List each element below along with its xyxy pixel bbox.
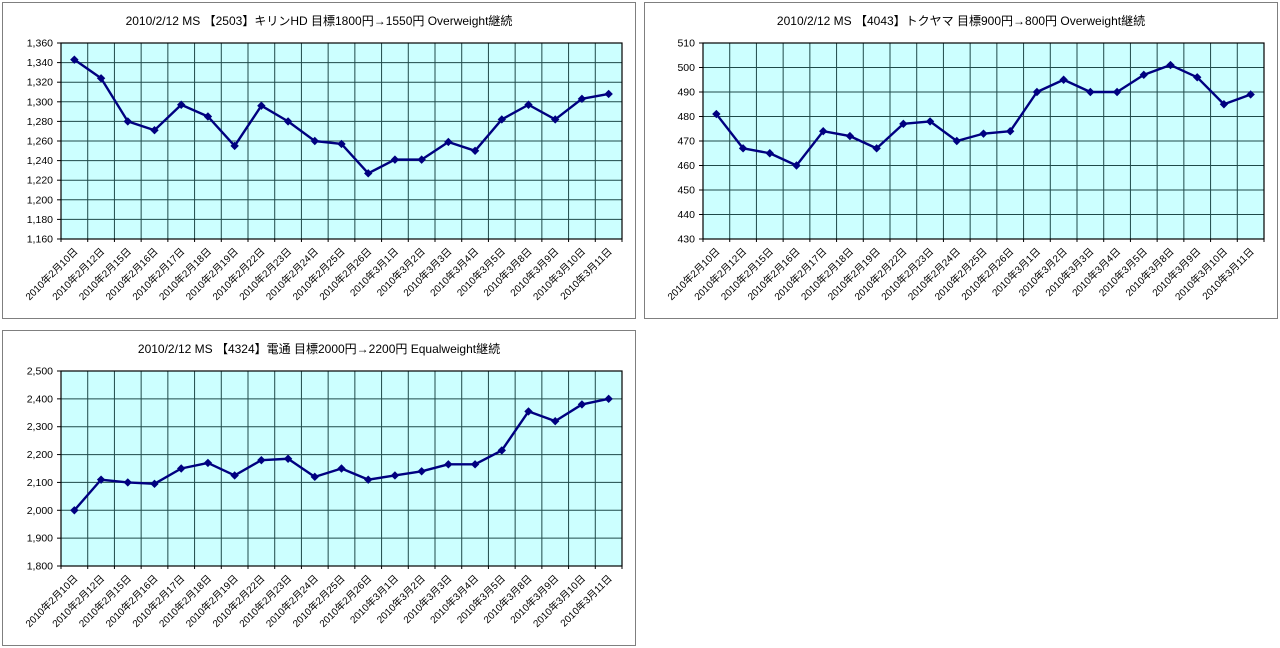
y-axis-label: 470	[677, 136, 695, 148]
y-axis-label: 1,360	[27, 38, 53, 50]
y-axis-label: 1,280	[27, 116, 53, 128]
data-point-marker	[283, 454, 293, 463]
data-point-marker	[1219, 100, 1229, 109]
data-point-marker	[497, 115, 506, 124]
data-point-marker	[230, 471, 239, 480]
chart-title: 2010/2/12 MS 【2503】キリンHD 目標1800円→1550円 O…	[125, 14, 513, 28]
data-point-marker	[1112, 87, 1122, 97]
data-point-marker	[925, 117, 935, 126]
plot-border	[60, 42, 623, 240]
y-axis-label: 480	[677, 111, 695, 123]
data-point-marker	[497, 446, 506, 455]
data-point-marker	[792, 161, 801, 170]
data-point-marker	[177, 464, 186, 473]
data-point-marker	[1032, 87, 1042, 97]
data-point-marker	[979, 129, 988, 138]
chart-panel-tokuyama: 430 440 450 460 470 480 490 500 510 2010年2月10日 201…	[644, 2, 1278, 319]
data-point-marker	[230, 141, 239, 151]
data-point-marker	[417, 155, 426, 164]
plot-border	[702, 42, 1265, 240]
y-axis-label: 1,180	[27, 214, 53, 226]
data-point-marker	[337, 464, 346, 473]
y-axis-label: 490	[677, 87, 695, 99]
data-point-marker	[1193, 73, 1202, 82]
data-point-marker	[577, 94, 587, 104]
data-point-marker	[310, 136, 319, 146]
data-point-marker	[417, 467, 426, 476]
data-point-marker	[364, 169, 373, 178]
y-axis-label: 1,160	[27, 234, 53, 246]
y-axis-label: 1,300	[27, 96, 53, 108]
data-point-marker	[177, 100, 186, 109]
y-axis-label: 500	[677, 62, 695, 74]
y-axis-label: 1,200	[27, 194, 53, 206]
data-point-marker	[1166, 60, 1175, 70]
tokuyama-chart-canvas: 4304404504604704804905005102010年2月10日201…	[665, 38, 1265, 303]
data-point-marker	[524, 407, 533, 416]
y-axis-label: 1,800	[27, 561, 53, 573]
chart-title: 2010/2/12 MS 【4043】トクヤマ 目標900円→800円 Over…	[776, 14, 1146, 28]
y-axis-label: 1,220	[27, 175, 53, 187]
y-axis-label: 450	[677, 185, 695, 197]
data-point-marker	[551, 416, 560, 426]
data-point-marker	[123, 478, 132, 487]
plot-border	[60, 370, 623, 567]
data-point-marker	[765, 149, 774, 158]
data-point-marker	[551, 115, 560, 124]
y-axis-label: 1,320	[27, 77, 53, 89]
kirin-hd-chart-canvas: 1,160 1,180 1,200 1,220 1,240 1,260 1,280 1,300…	[23, 38, 623, 303]
y-axis-label: 2,100	[27, 477, 53, 489]
data-point-marker	[337, 139, 346, 149]
data-point-marker	[150, 126, 159, 135]
chart-title: 2010/2/12 MS 【4324】電通 目標2000円→2200円 Equa…	[137, 342, 501, 356]
data-point-marker	[123, 117, 132, 126]
data-point-marker	[203, 458, 213, 468]
data-point-marker	[577, 400, 587, 409]
data-point-marker	[96, 74, 106, 83]
data-point-marker	[203, 112, 213, 121]
y-axis-label: 440	[677, 209, 695, 221]
y-axis-label: 2,000	[27, 505, 53, 517]
data-point-marker	[390, 155, 400, 164]
data-point-marker	[444, 137, 453, 147]
y-axis-label: 1,260	[27, 136, 53, 148]
data-point-marker	[150, 479, 159, 489]
data-point-marker	[257, 101, 266, 110]
data-point-marker	[899, 119, 908, 129]
data-point-marker	[470, 460, 480, 469]
data-point-marker	[1246, 90, 1255, 99]
y-axis-label: 430	[677, 234, 695, 246]
y-axis-label: 460	[677, 160, 695, 172]
y-axis-label: 1,900	[27, 533, 53, 545]
data-point-marker	[390, 471, 400, 480]
y-axis-label: 1,340	[27, 57, 53, 69]
y-axis-label: 2,300	[27, 421, 53, 433]
y-axis-label: 510	[677, 38, 695, 50]
data-point-marker	[470, 146, 480, 155]
y-axis-label: 1,240	[27, 155, 53, 167]
data-point-marker	[524, 100, 533, 109]
chart-panel-dentsu: 1,800 1,900 2,000 2,100 2,200 2,300 2,400 2,500…	[2, 330, 636, 646]
y-axis-label: 2,400	[27, 393, 53, 405]
data-point-marker	[283, 117, 293, 126]
data-point-marker	[952, 136, 961, 146]
data-point-marker	[444, 460, 453, 469]
data-point-marker	[604, 394, 613, 404]
chart-panel-kirin-hd: 1,160 1,180 1,200 1,220 1,240 1,260 1,280 1,300…	[2, 2, 636, 319]
data-point-marker	[604, 89, 613, 99]
y-axis-label: 2,500	[27, 366, 53, 378]
dentsu-chart-canvas: 1,800 1,900 2,000 2,100 2,200 2,300 2,400 2,500…	[23, 366, 623, 630]
data-point-marker	[70, 55, 79, 64]
y-axis-label: 2,200	[27, 449, 53, 461]
